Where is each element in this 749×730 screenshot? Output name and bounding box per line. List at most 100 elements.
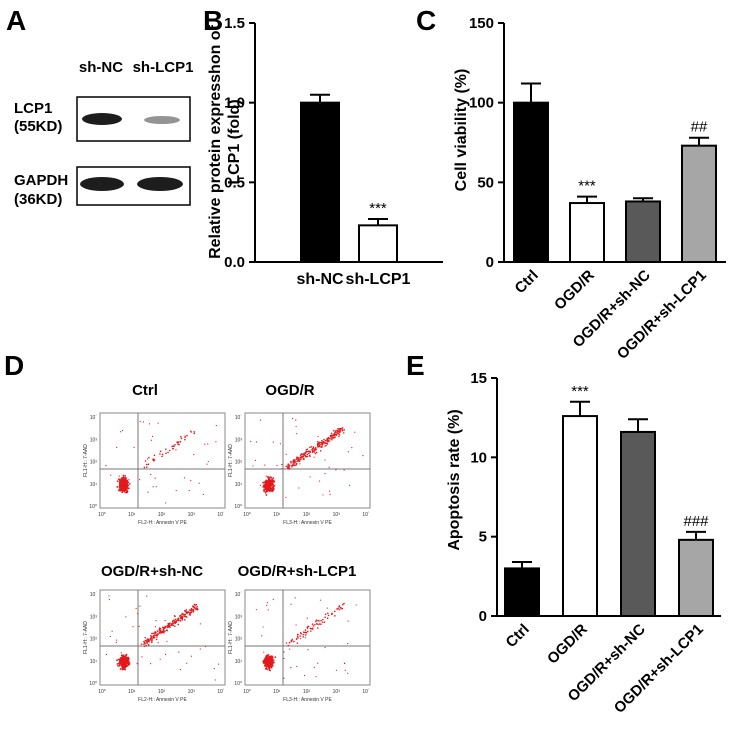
flow-plot-title: OGD/R: [265, 382, 314, 399]
bar-ogd-r: [562, 415, 598, 617]
y-tick-label: 0: [479, 608, 487, 625]
decade-label: 10´: [90, 415, 98, 421]
blot-lane-label-sh-nc: sh-NC: [79, 59, 123, 76]
flow-plot-frame: [244, 412, 371, 509]
flow-cytometry-plots: Ctrl 10´ 10⁰ 10³ 10¹ 10² 10² 10¹ 10³ 10⁰ 10´ FL1-H:…: [83, 382, 371, 703]
decade-label: 10´: [362, 689, 370, 695]
y-axis-label: Apoptosis rate (%): [446, 409, 463, 550]
decade-label: 10³: [90, 614, 98, 620]
flow-events: [105, 420, 217, 504]
y-tick-label: 15: [470, 370, 487, 387]
panel-letter-a: A: [6, 5, 26, 36]
significance-label-ogd-r: ***: [571, 383, 589, 400]
decade-label: 10²: [158, 512, 166, 518]
decade-label: 10¹: [235, 482, 243, 488]
category-label-ctrl: Ctrl: [512, 267, 542, 297]
flow-plot-ogd-r: OGD/R 10´ 10⁰ 10³ 10¹ 10² 10² 10¹ 10³ 10⁰ 10´ FL1-H…: [228, 382, 371, 526]
decade-label: 10⁰: [243, 512, 251, 518]
decade-label: 10⁰: [89, 681, 97, 687]
y-tick-label: 100: [469, 95, 494, 112]
flow-plot-ctrl: Ctrl 10´ 10⁰ 10³ 10¹ 10² 10² 10¹ 10³ 10⁰ 10´ FL1-H:…: [83, 382, 226, 526]
decade-label: 10´: [362, 512, 370, 518]
decade-label: 10⁰: [234, 504, 242, 510]
bar-ogd-r: [569, 202, 605, 263]
flow-plot-frame: [99, 412, 226, 509]
category-label-ogd-r: OGD/R: [544, 621, 591, 668]
bar-sh-lcp1: [358, 224, 398, 263]
bar-ctrl: [504, 567, 540, 618]
decade-label: 10²: [90, 460, 98, 466]
flow-events: [105, 595, 220, 681]
decade-label: 10³: [90, 437, 98, 443]
decade-label: 10³: [188, 512, 196, 518]
decade-label: 10⁰: [234, 681, 242, 687]
flow-x-axis-label: FL2-H:: Annexin V PE: [138, 520, 187, 526]
y-tick-label: 5: [479, 529, 487, 546]
decade-label: 10²: [90, 637, 98, 643]
flow-plot-frame: [99, 589, 226, 686]
panel-letter-b: B: [203, 5, 223, 36]
significance-label-ogd-r-sh-lcp1: ##: [691, 119, 708, 136]
y-tick-label: 150: [469, 15, 494, 32]
blot-label-gapdh: GAPDH: [14, 172, 68, 189]
panel-letter-d: D: [4, 350, 24, 381]
bar-ogd-r-sh-nc: [625, 200, 661, 264]
flow-y-axis-label: FL1-H:: 7-AAD: [83, 621, 89, 654]
decade-label: 10¹: [273, 512, 281, 518]
y-tick-label: 10: [470, 449, 487, 466]
blot-band-gapdh-sh-lcp1: [137, 177, 183, 191]
y-axis-label: Cell viability (%): [453, 69, 470, 192]
panel-letter-e: E: [406, 350, 425, 381]
flow-y-axis-label: FL1-H:: 7-AAD: [83, 444, 89, 477]
y-tick-label: 0.5: [224, 174, 245, 191]
flow-events: [250, 417, 364, 498]
bar-sh-nc: [300, 101, 340, 263]
decade-label: 10²: [303, 512, 311, 518]
decade-label: 10²: [158, 689, 166, 695]
category-label-sh-nc: sh-NC: [296, 271, 344, 288]
decade-label: 10¹: [128, 689, 136, 695]
flow-plot-ogd-r-sh-lcp1: OGD/R+sh-LCP1 10´ 10⁰ 10³ 10¹ 10² 10² 10¹ 10³ 10⁰…: [228, 563, 371, 703]
y-tick-label: 0.0: [224, 254, 245, 271]
decade-label: 10³: [188, 689, 196, 695]
decade-label: 10³: [333, 689, 341, 695]
category-label-ctrl: Ctrl: [503, 621, 533, 651]
flow-plot-title: Ctrl: [132, 382, 158, 399]
decade-label: 10¹: [90, 482, 98, 488]
flow-plot-ogd-r-sh-nc: OGD/R+sh-NC 10´ 10⁰ 10³ 10¹ 10² 10² 10¹ 10³ 10⁰ 10…: [83, 563, 226, 703]
y-tick-label: 1.0: [224, 95, 245, 112]
y-tick-label: 1.5: [224, 15, 245, 32]
flow-plot-frame: [244, 589, 371, 686]
flow-x-axis-label: FL2-H:: Annexin V PE: [138, 697, 187, 703]
category-label-ogd-r: OGD/R: [551, 267, 598, 314]
category-label-sh-lcp1: sh-LCP1: [346, 271, 411, 288]
significance-label-ogd-r-sh-lcp1: ###: [683, 513, 709, 530]
flow-plot-title: OGD/R+sh-NC: [101, 563, 203, 580]
decade-label: 10⁰: [89, 504, 97, 510]
bar-ogd-r-sh-nc: [620, 430, 656, 617]
blot-label-lcp1-kd: (55KD): [14, 118, 62, 135]
flow-y-axis-label: FL1-H:: 7-AAD: [228, 621, 234, 654]
bar-ctrl: [513, 101, 549, 263]
decade-label: 10³: [235, 437, 243, 443]
flow-y-axis-label: FL1-H:: 7-AAD: [228, 444, 234, 477]
decade-label: 10¹: [273, 689, 281, 695]
blot-band-gapdh-sh-nc: [80, 177, 124, 191]
decade-label: 10⁰: [243, 689, 251, 695]
decade-label: 10¹: [235, 659, 243, 665]
blot-band-lcp1-sh-nc: [82, 113, 122, 125]
significance-label-sh-lcp1: ***: [369, 200, 387, 217]
blot-label-gapdh-kd: (36KD): [14, 191, 62, 208]
decade-label: 10⁰: [98, 689, 106, 695]
decade-label: 10´: [235, 592, 243, 598]
decade-label: 10³: [235, 614, 243, 620]
flow-x-axis-label: FL3-H:: Annexin V PE: [283, 520, 332, 526]
decade-label: 10´: [217, 689, 225, 695]
y-axis-label: Relative protein expresshon of LCP1 (fold…: [207, 24, 243, 259]
decade-label: 10³: [333, 512, 341, 518]
y-tick-label: 0: [486, 254, 494, 271]
flow-x-axis-label: FL3-H:: Annexin V PE: [283, 697, 332, 703]
decade-label: 10¹: [90, 659, 98, 665]
